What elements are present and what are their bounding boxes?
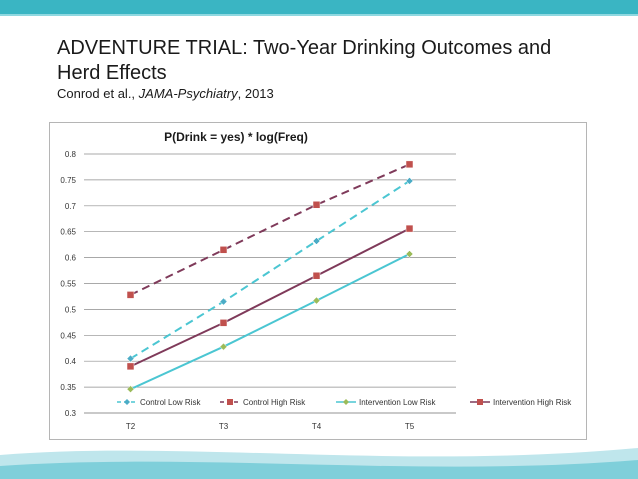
data-point bbox=[126, 385, 135, 394]
series-line-2 bbox=[130, 253, 410, 391]
data-point bbox=[219, 246, 228, 254]
slide-title: ADVENTURE TRIAL: Two-Year Drinking Outco… bbox=[57, 37, 552, 84]
y-tick-label: 0.7 bbox=[65, 202, 77, 211]
data-point bbox=[405, 250, 414, 258]
slide-citation: Conrod et al., JAMA-Psychiatry, 2013 bbox=[57, 86, 274, 101]
x-tick-label: T4 bbox=[312, 422, 322, 431]
legend-marker bbox=[343, 399, 349, 405]
series-line-3 bbox=[130, 227, 410, 368]
y-tick-label: 0.6 bbox=[65, 254, 77, 263]
legend-marker bbox=[227, 399, 233, 405]
data-point bbox=[312, 296, 321, 305]
y-tick-label: 0.5 bbox=[65, 305, 77, 314]
data-point bbox=[219, 342, 228, 351]
data-point bbox=[219, 297, 228, 306]
legend-label: Intervention Low Risk bbox=[359, 398, 436, 407]
citation-year: , 2013 bbox=[237, 86, 274, 101]
x-tick-label: T3 bbox=[219, 422, 229, 431]
legend-marker bbox=[124, 399, 130, 405]
y-tick-label: 0.4 bbox=[65, 357, 77, 366]
series-line-0 bbox=[129, 180, 411, 360]
citation-journal: JAMA-Psychiatry bbox=[138, 86, 238, 101]
legend-label: Control High Risk bbox=[243, 398, 306, 407]
legend-label: Control Low Risk bbox=[140, 398, 201, 407]
y-tick-label: 0.8 bbox=[65, 150, 77, 159]
data-point bbox=[405, 177, 414, 185]
data-point bbox=[312, 201, 321, 209]
y-tick-label: 0.35 bbox=[60, 383, 76, 392]
y-tick-label: 0.55 bbox=[60, 280, 76, 289]
line-chart: P(Drink = yes) * log(Freq) 0.3 0.35 0.4 0.45… bbox=[60, 130, 572, 431]
top-accent-bar bbox=[0, 0, 638, 14]
data-point bbox=[126, 354, 135, 363]
data-point bbox=[312, 271, 321, 280]
legend-marker bbox=[477, 399, 483, 405]
chart-title: P(Drink = yes) * log(Freq) bbox=[164, 130, 308, 144]
data-point bbox=[312, 237, 321, 245]
x-tick-label: T5 bbox=[405, 422, 415, 431]
y-tick-label: 0.65 bbox=[60, 228, 76, 237]
x-tick-label: T2 bbox=[126, 422, 136, 431]
data-point bbox=[405, 160, 414, 169]
citation-authors: Conrod et al., bbox=[57, 86, 139, 101]
data-point bbox=[126, 362, 135, 371]
legend-label: Intervention High Risk bbox=[493, 398, 572, 407]
y-tick-label: 0.3 bbox=[65, 409, 77, 418]
y-tick-label: 0.75 bbox=[60, 176, 76, 185]
data-point bbox=[405, 224, 414, 233]
y-tick-label: 0.45 bbox=[60, 331, 76, 340]
chart-frame: P(Drink = yes) * log(Freq) 0.3 0.35 0.4 0.45… bbox=[49, 122, 587, 440]
data-point bbox=[126, 291, 135, 299]
top-accent-line bbox=[0, 14, 638, 16]
data-point bbox=[219, 319, 228, 327]
